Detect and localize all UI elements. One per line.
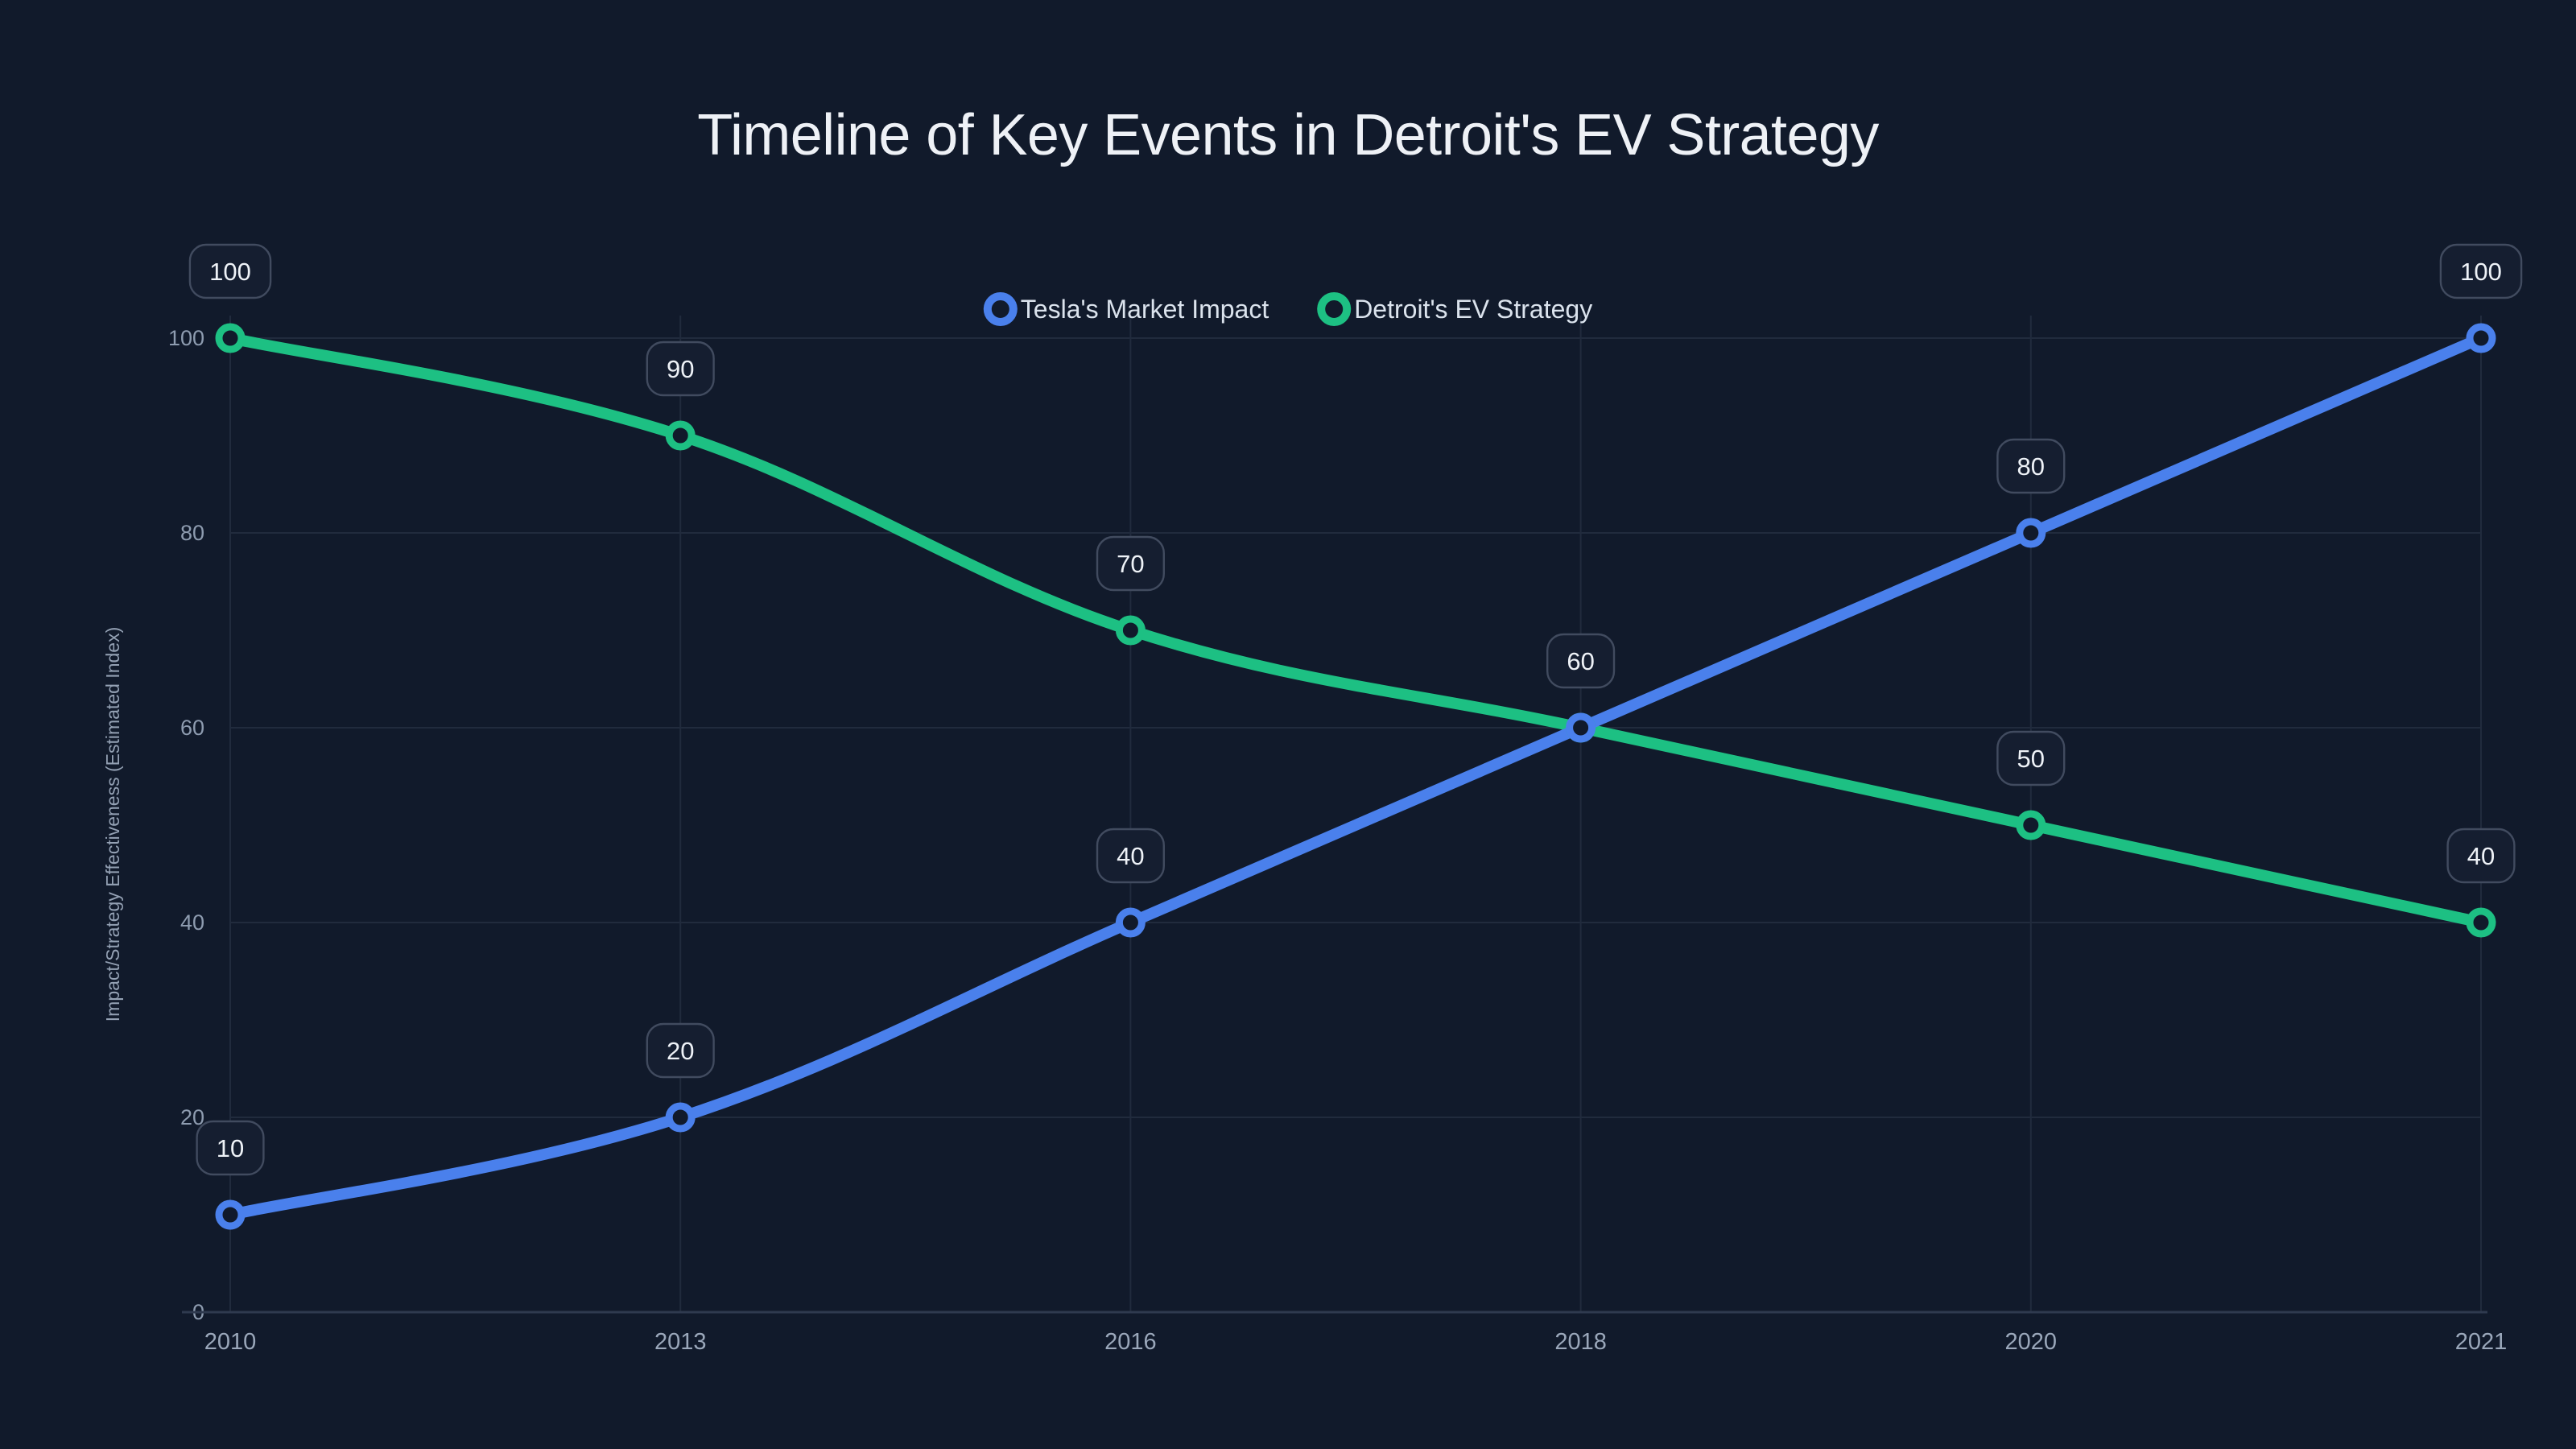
- legend-item-label: Detroit's EV Strategy: [1354, 295, 1592, 324]
- data-point-detroit-s-ev-strategy-2021[interactable]: [2466, 907, 2496, 938]
- point-label-box: [2446, 828, 2516, 884]
- point-labels: 10 20 40 60 80 100 100 90 70 50 40: [188, 243, 2523, 1176]
- data-point-tesla-s-market-impact-2018[interactable]: [1566, 712, 1596, 743]
- x-tick-label-2013: 2013: [654, 1329, 707, 1355]
- point-label-box: [188, 243, 272, 299]
- chart-title: Timeline of Key Events in Detroit's EV S…: [697, 103, 1879, 167]
- point-label-value: 80: [2017, 452, 2045, 481]
- point-label-box: [1996, 438, 2066, 494]
- point-label-value: 20: [667, 1037, 694, 1065]
- point-label-tesla-s-market-impact-2016: 40: [1096, 828, 1166, 884]
- data-point-tesla-s-market-impact-2013[interactable]: [665, 1102, 696, 1133]
- point-label-value: 10: [217, 1134, 244, 1162]
- point-label-tesla-s-market-impact-2018: 60: [1546, 633, 1616, 689]
- data-point-detroit-s-ev-strategy-2016[interactable]: [1115, 615, 1146, 646]
- data-point-detroit-s-ev-strategy-2020[interactable]: [2016, 810, 2046, 840]
- point-label-detroit-s-ev-strategy-2016: 70: [1096, 535, 1166, 592]
- point-label-box: [2439, 243, 2523, 299]
- x-tick-label-2018: 2018: [1554, 1329, 1607, 1355]
- point-label-box: [1096, 535, 1166, 592]
- point-label-box: [1996, 730, 2066, 786]
- data-points: [215, 323, 2496, 1230]
- point-label-tesla-s-market-impact-2021: 100: [2439, 243, 2523, 299]
- point-label-box: [1096, 828, 1166, 884]
- series-line-tesla-s-market-impact: [225, 332, 2487, 1220]
- point-label-detroit-s-ev-strategy-2010: 100: [188, 243, 272, 299]
- data-point-tesla-s-market-impact-2020[interactable]: [2016, 518, 2046, 548]
- point-label-value: 50: [2017, 745, 2045, 773]
- point-label-box: [196, 1120, 265, 1176]
- x-tick-label-2016: 2016: [1104, 1329, 1157, 1355]
- point-label-detroit-s-ev-strategy-2020: 50: [1996, 730, 2066, 786]
- x-tick-label-2021: 2021: [2455, 1329, 2508, 1355]
- point-label-value: 70: [1117, 550, 1144, 578]
- point-label-value: 90: [667, 355, 694, 383]
- gridlines: [229, 316, 2482, 1313]
- point-label-value: 40: [1117, 842, 1144, 870]
- x-tick-label-2010: 2010: [204, 1329, 257, 1355]
- point-label-value: 100: [209, 258, 251, 286]
- point-label-tesla-s-market-impact-2013: 20: [646, 1022, 715, 1079]
- y-axis-title: Impact/Strategy Effectiveness (Estimated…: [102, 627, 123, 1022]
- data-point-tesla-s-market-impact-2021[interactable]: [2466, 323, 2496, 353]
- y-tick-label-100: 100: [168, 326, 204, 350]
- legend-item-tesla-s-market-impact[interactable]: Tesla's Market Impact: [983, 292, 1269, 326]
- x-tick-label-2020: 2020: [2005, 1329, 2058, 1355]
- point-label-value: 60: [1567, 647, 1594, 675]
- data-point-detroit-s-ev-strategy-2010[interactable]: [215, 323, 246, 353]
- y-tick-label-80: 80: [180, 521, 204, 545]
- series-line-detroit-s-ev-strategy: [225, 332, 2487, 928]
- point-label-detroit-s-ev-strategy-2021: 40: [2446, 828, 2516, 884]
- data-point-tesla-s-market-impact-2016[interactable]: [1115, 907, 1146, 938]
- chart-legend: Tesla's Market Impact Detroit's EV Strate…: [983, 292, 1592, 326]
- y-tick-label-60: 60: [180, 716, 204, 740]
- legend-item-detroit-s-ev-strategy[interactable]: Detroit's EV Strategy: [1317, 292, 1592, 326]
- series-lines: [225, 332, 2487, 1220]
- point-label-box: [1546, 633, 1616, 689]
- y-tick-label-20: 20: [180, 1105, 204, 1129]
- point-label-tesla-s-market-impact-2020: 80: [1996, 438, 2066, 494]
- y-tick-label-40: 40: [180, 910, 204, 935]
- point-label-value: 40: [2467, 842, 2495, 870]
- legend-item-label: Tesla's Market Impact: [1021, 295, 1269, 324]
- point-label-value: 100: [2460, 258, 2502, 286]
- point-label-tesla-s-market-impact-2010: 10: [196, 1120, 265, 1176]
- data-point-tesla-s-market-impact-2010[interactable]: [215, 1199, 246, 1230]
- data-point-detroit-s-ev-strategy-2013[interactable]: [665, 420, 696, 451]
- point-label-detroit-s-ev-strategy-2013: 90: [646, 341, 715, 397]
- point-label-box: [646, 1022, 715, 1079]
- legend-marker-icon: [1317, 292, 1352, 326]
- point-label-box: [646, 341, 715, 397]
- legend-marker-icon: [983, 292, 1018, 326]
